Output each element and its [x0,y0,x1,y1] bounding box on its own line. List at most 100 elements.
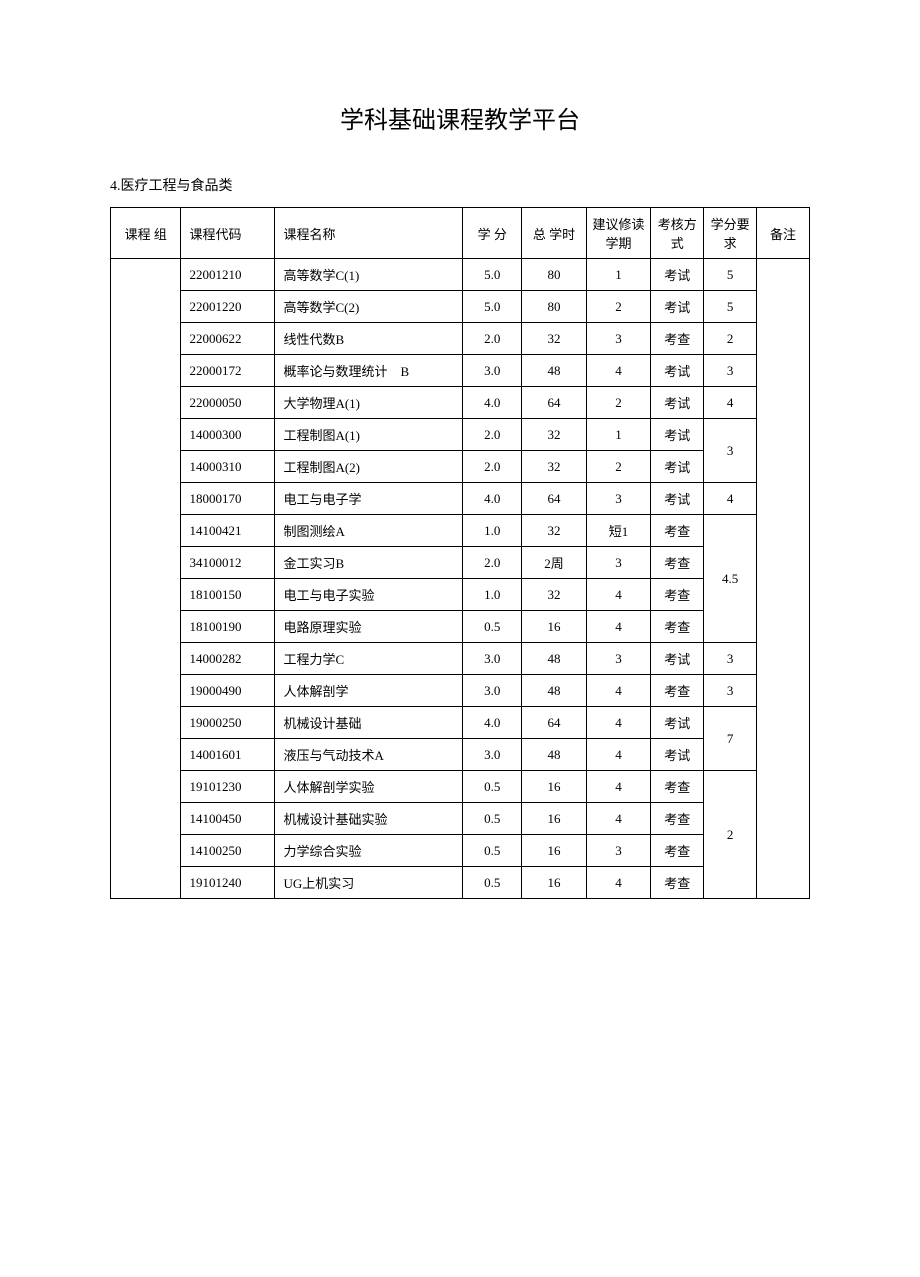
table-row: 14000300工程制图A(1)2.0321考试3 [111,419,810,451]
cell-term: 3 [586,835,651,867]
cell-credit: 3.0 [463,355,522,387]
header-credit: 学 分 [463,208,522,259]
table-row: 19101230人体解剖学实验0.5164考查2 [111,771,810,803]
cell-name: 工程制图A(1) [275,419,463,451]
cell-credit: 2.0 [463,547,522,579]
cell-term: 2 [586,387,651,419]
cell-code: 14001601 [181,739,275,771]
cell-name: 大学物理A(1) [275,387,463,419]
cell-credit: 5.0 [463,259,522,291]
cell-hours: 48 [522,739,587,771]
cell-term: 4 [586,611,651,643]
header-term: 建议修读学期 [586,208,651,259]
cell-code: 19000490 [181,675,275,707]
cell-name: 电工与电子学 [275,483,463,515]
cell-hours: 16 [522,867,587,899]
cell-credit: 3.0 [463,675,522,707]
cell-hours: 64 [522,387,587,419]
cell-hours: 32 [522,323,587,355]
cell-code: 22001210 [181,259,275,291]
table-body: 22001210高等数学C(1)5.0801考试522001220高等数学C(2… [111,259,810,899]
cell-code: 14000300 [181,419,275,451]
cell-term: 3 [586,547,651,579]
cell-hours: 2周 [522,547,587,579]
cell-method: 考查 [651,771,704,803]
cell-term: 4 [586,771,651,803]
cell-method: 考试 [651,707,704,739]
cell-method: 考试 [651,483,704,515]
course-table: 课程 组 课程代码 课程名称 学 分 总 学时 建议修读学期 考核方式 学分要求… [110,207,810,899]
cell-code: 18100150 [181,579,275,611]
cell-term: 3 [586,483,651,515]
cell-credit: 2.0 [463,451,522,483]
cell-req: 3 [704,419,757,483]
cell-credit: 3.0 [463,643,522,675]
header-code: 课程代码 [181,208,275,259]
table-row: 22000172概率论与数理统计 B3.0484考试3 [111,355,810,387]
cell-req: 3 [704,675,757,707]
cell-code: 22000050 [181,387,275,419]
cell-term: 4 [586,803,651,835]
cell-term: 4 [586,579,651,611]
cell-name: 高等数学C(2) [275,291,463,323]
cell-hours: 48 [522,355,587,387]
cell-credit: 0.5 [463,771,522,803]
cell-credit: 4.0 [463,707,522,739]
header-name: 课程名称 [275,208,463,259]
table-row: 14000282工程力学C3.0483考试3 [111,643,810,675]
cell-code: 18000170 [181,483,275,515]
cell-method: 考试 [651,643,704,675]
cell-credit: 0.5 [463,835,522,867]
cell-code: 19000250 [181,707,275,739]
cell-hours: 80 [522,291,587,323]
cell-name: 力学综合实验 [275,835,463,867]
cell-term: 1 [586,259,651,291]
cell-req: 4.5 [704,515,757,643]
cell-credit: 4.0 [463,387,522,419]
table-row: 22001210高等数学C(1)5.0801考试5 [111,259,810,291]
cell-credit: 1.0 [463,515,522,547]
cell-hours: 48 [522,675,587,707]
cell-req: 4 [704,483,757,515]
table-row: 22001220高等数学C(2)5.0802考试5 [111,291,810,323]
cell-name: UG上机实习 [275,867,463,899]
cell-term: 2 [586,451,651,483]
cell-hours: 16 [522,611,587,643]
cell-req: 3 [704,355,757,387]
cell-hours: 16 [522,803,587,835]
cell-term: 4 [586,355,651,387]
section-label: 4.医疗工程与食品类 [110,175,810,195]
cell-code: 14000282 [181,643,275,675]
cell-credit: 4.0 [463,483,522,515]
cell-req: 3 [704,643,757,675]
cell-hours: 16 [522,835,587,867]
cell-hours: 64 [522,707,587,739]
cell-term: 4 [586,867,651,899]
cell-code: 22000622 [181,323,275,355]
cell-term: 1 [586,419,651,451]
cell-name: 电工与电子实验 [275,579,463,611]
table-row: 22000050大学物理A(1)4.0642考试4 [111,387,810,419]
cell-credit: 2.0 [463,419,522,451]
header-hours: 总 学时 [522,208,587,259]
cell-method: 考试 [651,291,704,323]
header-group: 课程 组 [111,208,181,259]
cell-code: 14100250 [181,835,275,867]
header-req: 学分要求 [704,208,757,259]
cell-name: 人体解剖学 [275,675,463,707]
cell-method: 考试 [651,451,704,483]
cell-method: 考试 [651,259,704,291]
cell-name: 制图测绘A [275,515,463,547]
cell-code: 22001220 [181,291,275,323]
cell-hours: 64 [522,483,587,515]
cell-req: 4 [704,387,757,419]
cell-term: 2 [586,291,651,323]
cell-credit: 0.5 [463,611,522,643]
cell-term: 3 [586,323,651,355]
cell-hours: 32 [522,579,587,611]
cell-method: 考查 [651,803,704,835]
cell-req: 5 [704,259,757,291]
cell-code: 22000172 [181,355,275,387]
cell-hours: 32 [522,419,587,451]
table-row: 18000170电工与电子学4.0643考试4 [111,483,810,515]
